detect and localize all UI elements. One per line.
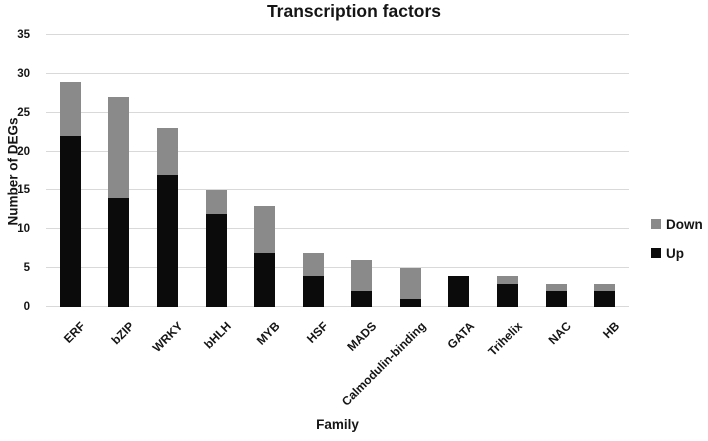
y-tick-label: 10: [17, 223, 30, 236]
bar-wrky: [156, 35, 178, 307]
gridline: [46, 228, 629, 230]
gridline: [46, 34, 629, 35]
x-tick-label-bhlh: bHLH: [201, 319, 234, 352]
bar-segment-up: [108, 198, 130, 307]
legend-swatch-up: [651, 248, 661, 258]
bar-hsf: [302, 35, 324, 307]
bar-slot: [95, 35, 144, 307]
gridline: [46, 189, 629, 191]
y-axis-title: Number of DEGs: [5, 116, 21, 226]
bar-segment-down: [205, 190, 227, 214]
bar-bhlh: [205, 35, 227, 307]
x-tick-label-nac: NAC: [545, 319, 574, 348]
gridline: [46, 306, 629, 307]
bar-segment-up: [59, 136, 81, 307]
legend-swatch-down: [651, 219, 661, 229]
bar-slot: [337, 35, 386, 307]
y-tick-label: 35: [17, 29, 30, 41]
bar-slot: [192, 35, 241, 307]
bar-gata: [448, 35, 470, 307]
gridline: [46, 150, 629, 152]
bar-segment-up: [399, 299, 421, 307]
bar-hb: [594, 35, 616, 307]
x-tick-label-bzip: bZIP: [108, 319, 137, 348]
bar-erf: [59, 35, 81, 307]
bar-trihelix: [496, 35, 518, 307]
legend-item-down: Down: [651, 214, 703, 234]
gridline: [46, 72, 629, 74]
bar-calmodulin-binding: [399, 35, 421, 307]
bar-slot: [532, 35, 581, 307]
bar-segment-up: [448, 275, 470, 307]
bar-segment-up: [156, 174, 178, 307]
bar-slot: [435, 35, 484, 307]
bar-segment-down: [545, 283, 567, 292]
bar-nac: [545, 35, 567, 307]
bar-slot: [240, 35, 289, 307]
bar-segment-down: [156, 128, 178, 175]
x-tick-label-wrky: WRKY: [149, 319, 186, 355]
gridline: [46, 267, 629, 269]
bar-segment-up: [594, 291, 616, 307]
bar-segment-up: [545, 291, 567, 307]
x-tick-label-hsf: HSF: [304, 319, 332, 346]
x-tick-label-myb: MYB: [253, 319, 283, 348]
x-tick-label-trihelix: Trihelix: [485, 319, 526, 359]
x-tick-label-gata: GATA: [444, 319, 477, 352]
bar-slot: [289, 35, 338, 307]
bar-segment-up: [205, 213, 227, 307]
x-tick-label-mads: MADS: [344, 319, 380, 354]
bar-mads: [351, 35, 373, 307]
legend-item-up: Up: [651, 243, 703, 263]
bar-bzip: [108, 35, 130, 307]
bar-segment-down: [496, 275, 518, 284]
y-tick-label: 25: [17, 106, 30, 119]
bar-segment-down: [351, 260, 373, 292]
y-tick-label: 5: [23, 262, 30, 275]
bar-slot: [143, 35, 192, 307]
bar-segment-up: [496, 283, 518, 307]
bar-segment-down: [399, 268, 421, 300]
y-tick-label: 0: [23, 301, 30, 313]
bar-segment-up: [254, 252, 276, 307]
gridline: [46, 111, 629, 113]
x-axis-title: Family: [316, 417, 359, 432]
bar-segment-down: [59, 81, 81, 137]
y-tick-label: 20: [17, 145, 30, 158]
bar-segment-down: [254, 205, 276, 253]
x-tick-label-hb: HB: [600, 319, 623, 342]
bar-slot: [386, 35, 435, 307]
bar-segment-down: [302, 252, 324, 276]
chart-title: Transcription factors: [266, 1, 442, 21]
legend-label-up: Up: [666, 245, 684, 261]
x-tick-label-calmodulin-binding: Calmodulin-binding: [338, 319, 429, 409]
bars-container: [46, 35, 629, 307]
legend-label-down: Down: [666, 216, 703, 232]
bar-segment-up: [302, 275, 324, 307]
bar-slot: [46, 35, 95, 307]
bar-segment-down: [594, 283, 616, 292]
bar-slot: [580, 35, 629, 307]
y-tick-label: 30: [17, 67, 30, 80]
bar-myb: [254, 35, 276, 307]
x-tick-label-erf: ERF: [61, 319, 89, 346]
y-tick-label: 15: [17, 184, 30, 197]
bar-slot: [483, 35, 532, 307]
legend: Down Up: [651, 214, 703, 272]
bar-segment-up: [351, 291, 373, 307]
bar-segment-down: [108, 97, 130, 199]
plot-area: [46, 34, 629, 307]
